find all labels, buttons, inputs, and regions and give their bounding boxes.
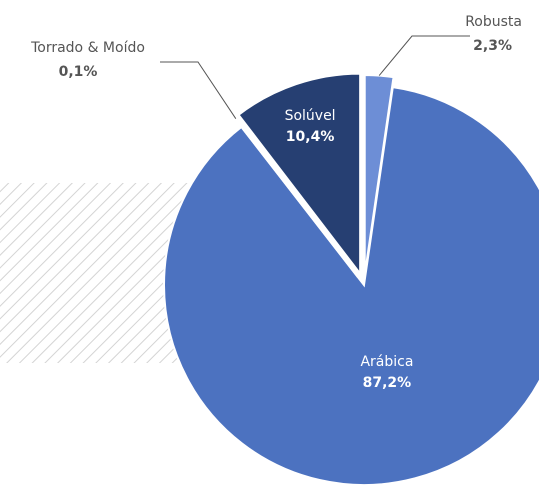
slice-label: Solúvel <box>285 108 336 124</box>
slice-value-label: 87,2% <box>363 375 412 391</box>
slice-value-label: 10,4% <box>286 129 335 145</box>
pie-slice <box>163 85 539 486</box>
leader-line <box>378 35 470 76</box>
leader-line <box>160 61 237 119</box>
slice-label: Arábica <box>360 354 413 370</box>
outside-label: Torrado & Moído <box>30 40 145 56</box>
pie-slice <box>237 72 362 277</box>
background-hatch <box>0 183 195 363</box>
outside-label: Robusta <box>465 14 522 30</box>
outside-value-label: 2,3% <box>473 38 512 54</box>
outside-value-label: 0,1% <box>59 64 98 80</box>
